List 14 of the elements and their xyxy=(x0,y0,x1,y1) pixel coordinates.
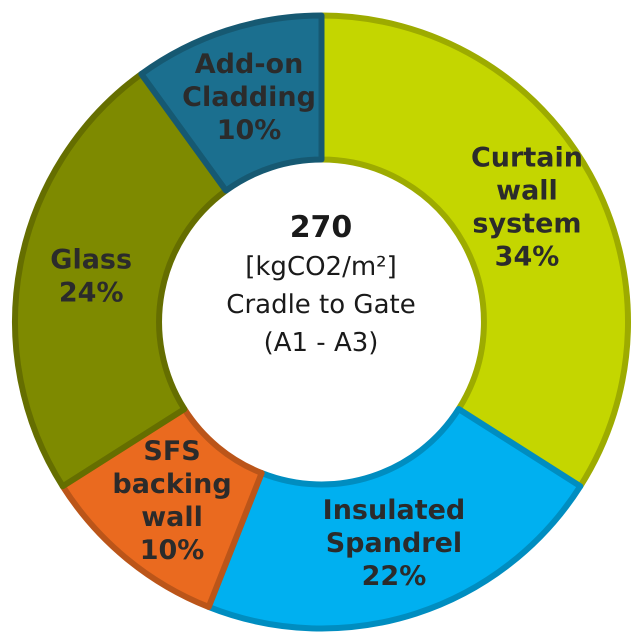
slice-label: Glass xyxy=(50,244,132,276)
text: (A1 - A3) xyxy=(262,327,380,360)
slice-label: Curtain wall system xyxy=(470,142,583,240)
slice-label: Insulated Spandrel xyxy=(322,495,466,560)
data-label: 34% xyxy=(494,242,560,273)
text: Cradle to Gate xyxy=(225,289,417,322)
data-label: 10% xyxy=(216,115,282,146)
slice-label: Add-on Cladding xyxy=(182,49,316,114)
text: [kgCO2/m²] xyxy=(244,251,398,284)
slice-label: SFS backing wall xyxy=(112,436,232,534)
text: 270 xyxy=(288,209,354,247)
data-label: 22% xyxy=(362,561,426,592)
data-label: 24% xyxy=(58,278,124,309)
data-label: 10% xyxy=(140,535,204,566)
